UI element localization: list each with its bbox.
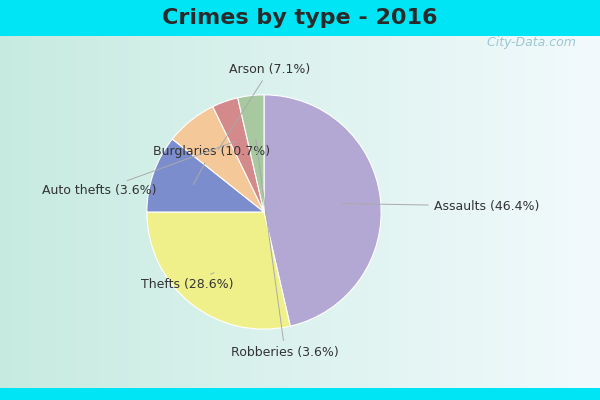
Text: Robberies (3.6%): Robberies (3.6%) bbox=[231, 139, 339, 359]
Text: Thefts (28.6%): Thefts (28.6%) bbox=[141, 273, 233, 291]
Text: Burglaries (10.7%): Burglaries (10.7%) bbox=[153, 144, 270, 184]
Wedge shape bbox=[172, 107, 264, 212]
Wedge shape bbox=[213, 98, 264, 212]
Wedge shape bbox=[264, 95, 381, 326]
Text: Assaults (46.4%): Assaults (46.4%) bbox=[343, 200, 539, 213]
Text: Auto thefts (3.6%): Auto thefts (3.6%) bbox=[42, 141, 236, 198]
Wedge shape bbox=[147, 212, 290, 329]
Wedge shape bbox=[238, 95, 264, 212]
Text: Arson (7.1%): Arson (7.1%) bbox=[218, 62, 310, 150]
Text: Crimes by type - 2016: Crimes by type - 2016 bbox=[162, 8, 438, 28]
Text: City-Data.com: City-Data.com bbox=[479, 36, 576, 49]
Wedge shape bbox=[147, 139, 264, 212]
